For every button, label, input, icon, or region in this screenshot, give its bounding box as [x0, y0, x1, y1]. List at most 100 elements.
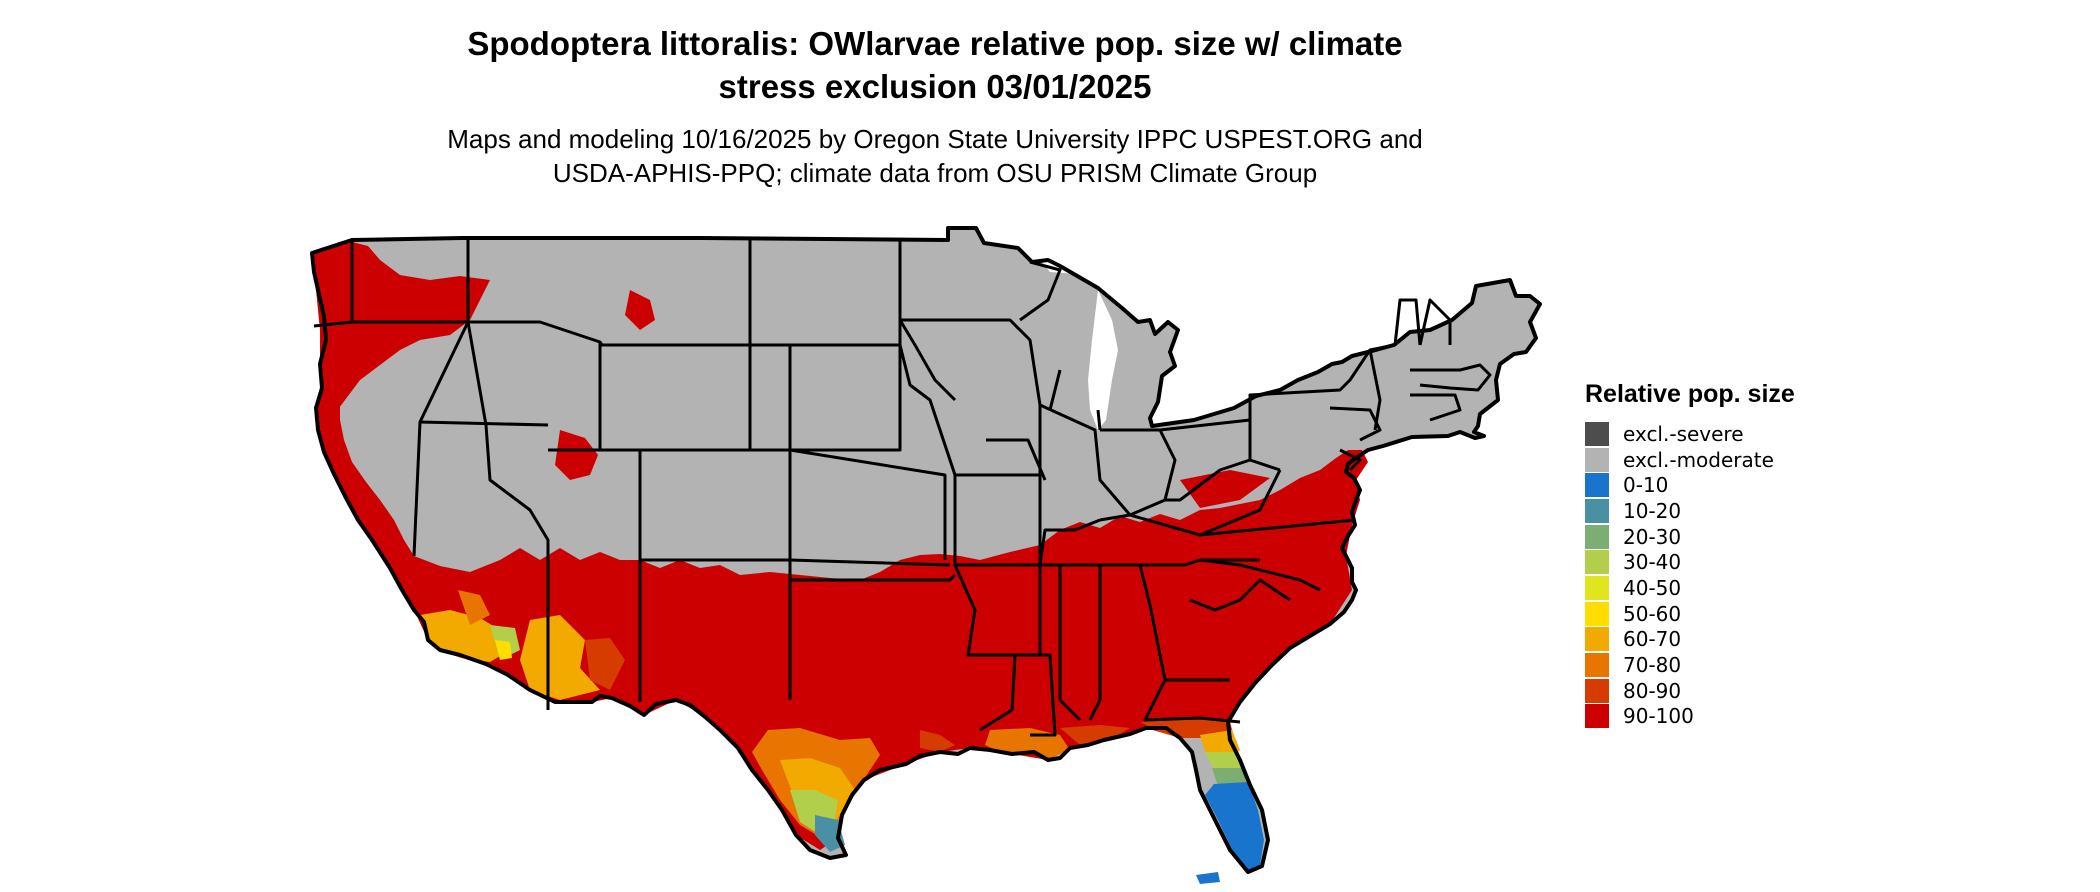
legend-swatch — [1585, 421, 1609, 446]
state-border — [789, 558, 951, 567]
state-border — [1096, 409, 1102, 431]
fl-blue — [1205, 782, 1264, 870]
state-border — [1189, 578, 1291, 612]
state-border — [1100, 428, 1177, 517]
legend-label: 10-20 — [1623, 498, 1682, 523]
fl-green — [1212, 768, 1246, 786]
state-border — [1248, 343, 1396, 420]
state-border — [1199, 558, 1321, 592]
subtitle-line-2: USDA-APHIS-PPQ; climate data from OSU PR… — [552, 158, 1318, 188]
legend-label: excl.-moderate — [1623, 447, 1774, 472]
legend-label: 70-80 — [1623, 653, 1682, 678]
legend-swatch — [1585, 575, 1609, 600]
state-border — [1019, 260, 1062, 322]
state-border — [1159, 418, 1281, 472]
legend-swatch — [1585, 550, 1609, 575]
legend-item: 40-50 — [1585, 575, 1795, 601]
red-patch — [1180, 470, 1270, 508]
legend-item: 10-20 — [1585, 498, 1795, 524]
page-subtitle: Maps and modeling 10/16/2025 by Oregon S… — [0, 122, 1870, 190]
state-border — [900, 318, 1042, 406]
state-border — [750, 343, 792, 450]
legend-label: 0-10 — [1623, 473, 1669, 498]
red-patch — [625, 290, 655, 330]
legend-swatch — [1585, 653, 1609, 678]
state-border — [1129, 469, 1282, 537]
ms-coast — [1060, 725, 1130, 745]
state-border — [1138, 564, 1241, 724]
state-border — [419, 420, 549, 427]
state-border — [1339, 448, 1362, 472]
state-border — [1410, 393, 1462, 422]
legend-item: 70-80 — [1585, 652, 1795, 678]
state-border — [1418, 298, 1452, 346]
legend-swatch — [1585, 601, 1609, 626]
legend-swatch — [1585, 473, 1609, 498]
legend-label: excl.-severe — [1623, 421, 1744, 446]
legend-swatch — [1585, 678, 1609, 703]
state-border — [1039, 403, 1132, 522]
state-border — [1088, 565, 1102, 721]
legend-label: 40-50 — [1623, 575, 1682, 600]
red-northwest-region — [314, 242, 490, 420]
page-title: Spodoptera littoralis: OWlarvae relative… — [0, 22, 1870, 108]
state-border — [953, 564, 1017, 732]
state-border — [986, 438, 1047, 481]
texas-teal — [815, 815, 845, 852]
state-border — [953, 475, 1042, 567]
state-border — [638, 448, 792, 560]
legend-title: Relative pop. size — [1585, 380, 1795, 408]
legend-label: 30-40 — [1623, 550, 1682, 575]
ca-orange — [458, 590, 490, 625]
state-border — [1199, 518, 1356, 537]
state-border — [1048, 369, 1062, 411]
legend-item: 90-100 — [1585, 704, 1795, 730]
legend-label: 80-90 — [1623, 678, 1682, 703]
state-border — [1410, 363, 1492, 392]
legend-label: 20-30 — [1623, 524, 1682, 549]
us-border — [310, 226, 1542, 874]
fl-keys — [1196, 872, 1220, 884]
us-land — [312, 228, 1540, 872]
state-border — [788, 560, 957, 582]
legend-swatch — [1585, 498, 1609, 523]
fl-lime — [1205, 752, 1242, 772]
subtitle-line-1: Maps and modeling 10/16/2025 by Oregon S… — [447, 124, 1423, 154]
legend: Relative pop. size excl.-severe excl.-mod… — [1585, 380, 1795, 729]
state-border — [789, 448, 947, 560]
lake-superior — [1040, 258, 1130, 275]
legend-item: 20-30 — [1585, 524, 1795, 550]
state-border — [1393, 298, 1422, 346]
state-border — [1058, 565, 1082, 722]
legend-swatch — [1585, 447, 1609, 472]
state-border — [750, 345, 902, 452]
texas-coast — [920, 730, 955, 752]
state-border — [898, 344, 957, 476]
legend-item: 30-40 — [1585, 549, 1795, 575]
state-border — [1329, 406, 1382, 442]
state-borders — [310, 226, 1542, 874]
legend-item: excl.-moderate — [1585, 447, 1795, 473]
legend-item: 50-60 — [1585, 601, 1795, 627]
arizona-orange — [520, 615, 600, 700]
legend-swatch — [1585, 704, 1609, 729]
legend-label: 50-60 — [1623, 601, 1682, 626]
legend-swatch — [1585, 524, 1609, 549]
state-border — [1015, 653, 1057, 737]
red-patch — [555, 430, 598, 480]
title-line-2: stress exclusion 03/01/2025 — [718, 68, 1152, 105]
map-regions — [312, 228, 1540, 884]
red-south-region — [316, 305, 1368, 850]
state-border — [1038, 518, 1101, 566]
legend-swatch — [1585, 627, 1609, 652]
legend-items: excl.-severe excl.-moderate 0-10 10-20 20-30… — [1585, 421, 1795, 729]
legend-label: 60-70 — [1623, 627, 1682, 652]
legend-item: 0-10 — [1585, 472, 1795, 498]
state-border — [466, 321, 550, 545]
state-border — [313, 320, 353, 328]
legend-item: excl.-severe — [1585, 421, 1795, 447]
title-line-1: Spodoptera littoralis: OWlarvae relative… — [467, 25, 1403, 62]
lake-michigan — [1088, 290, 1118, 430]
az-red-orange — [585, 638, 625, 690]
